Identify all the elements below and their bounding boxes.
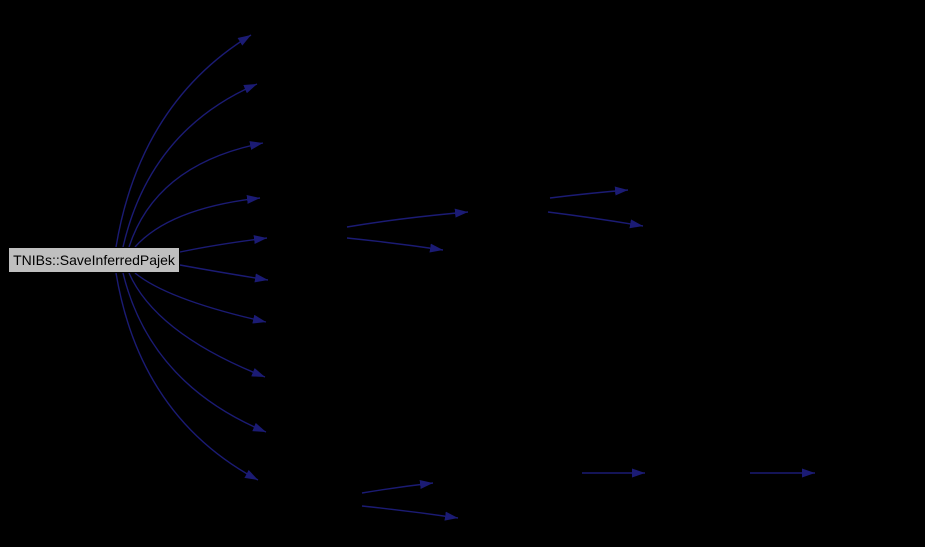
- call-edge: [547, 211, 644, 229]
- call-edge: [134, 272, 267, 324]
- call-edge: [179, 264, 269, 283]
- call-edge: [122, 272, 267, 433]
- call-edge: [346, 208, 469, 228]
- edges-layer: [115, 34, 815, 521]
- call-edge: [179, 235, 268, 253]
- call-edge: [361, 505, 459, 521]
- call-edge: [115, 272, 259, 481]
- call-edge: [361, 480, 434, 494]
- call-edge: [128, 141, 264, 248]
- graph-node-saveinferredpajek: TNIBs::SaveInferredPajek: [8, 247, 180, 273]
- call-edge: [115, 34, 252, 248]
- call-edge: [346, 237, 444, 253]
- graph-node-label: TNIBs::SaveInferredPajek: [13, 252, 175, 268]
- call-edge: [134, 194, 261, 248]
- call-edge: [128, 272, 266, 378]
- call-edge: [122, 83, 258, 248]
- call-edge: [549, 186, 629, 199]
